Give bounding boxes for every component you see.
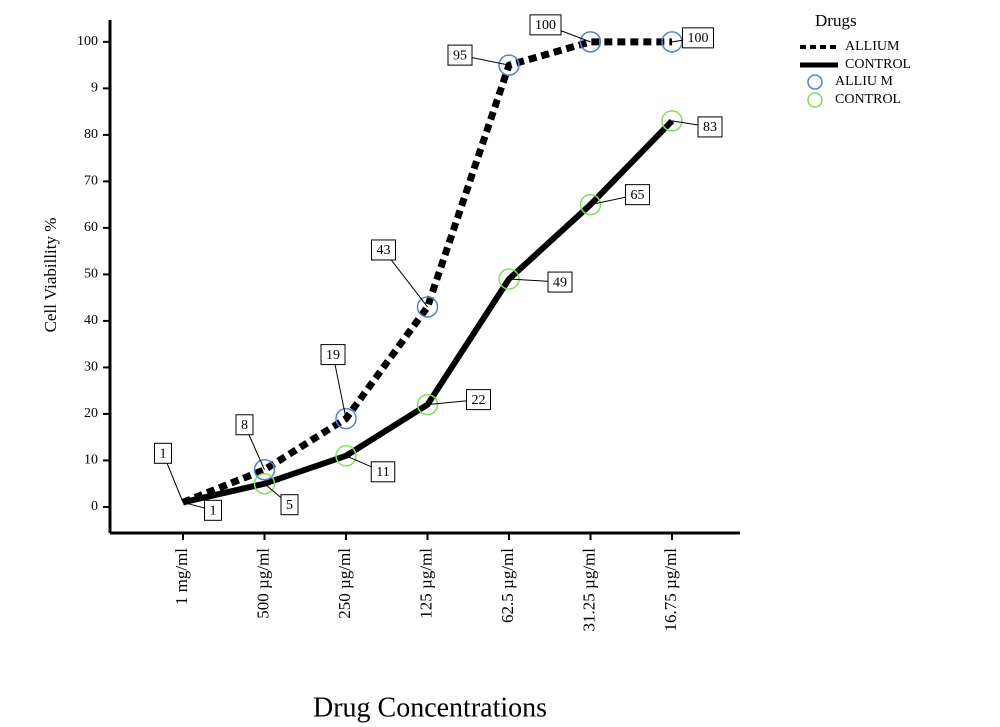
point-marker [253,472,276,495]
x-tick-label: 62.5 µg/ml [498,548,517,623]
y-tick-label: 50 [84,267,98,282]
x-tick-label: 1 mg/ml [172,548,191,605]
point-marker [579,193,602,216]
data-label-box [466,389,491,411]
data-label: 43 [377,243,391,258]
data-label-box [447,44,473,66]
data-label-box [154,442,172,464]
data-label: 49 [553,275,567,290]
y-tick-label: 60 [84,220,98,235]
data-label-box [682,27,714,49]
point-marker [335,445,357,467]
legend-label: ALLIUM [845,39,900,54]
data-label: 95 [453,48,467,63]
point-marker [661,110,683,132]
y-axis-title: Cell Viabillity % [41,218,60,333]
data-label-box [280,494,299,516]
x-tick-label: 500 µg/ml [253,548,272,619]
data-label-box [625,184,650,206]
x-tick-label: 31.25 µg/ml [579,548,598,632]
legend-marker [807,92,823,108]
y-tick-label: 20 [84,406,98,421]
x-axis-title: Drug Concentrations [313,692,547,723]
x-tick-label: 250 µg/ml [335,548,354,619]
x-tick-label: 125 µg/ml [416,548,435,619]
point-marker [498,54,520,76]
x-tick-label: 16.75 µg/ml [661,548,680,632]
y-tick-label: 0 [91,499,98,514]
y-tick-label: 70 [84,174,98,189]
data-label-box [697,116,723,138]
point-marker [416,393,439,416]
data-label: 100 [535,18,556,33]
data-label-box [371,239,396,261]
data-label-box [320,344,346,366]
data-label: 19 [326,348,340,363]
y-tick-label: 30 [84,360,98,375]
y-tick-label: 100 [77,34,98,49]
point-marker [335,407,357,430]
data-label: 100 [688,31,709,46]
legend-label: CONTROL [835,92,901,107]
y-tick-label: 40 [84,313,98,328]
data-label: 8 [241,418,248,433]
data-label: 11 [376,465,389,480]
point-marker [498,268,520,290]
data-label-box [235,414,254,436]
point-marker [579,31,602,53]
y-tick-label: 80 [84,127,98,142]
point-marker [253,458,276,481]
data-label: 22 [472,393,486,408]
data-label-box [204,499,222,521]
series-line [181,38,672,506]
data-label-box [370,461,396,483]
data-label-box [547,271,573,293]
legend-label: ALLIU M [835,74,893,89]
legend-label: CONTROL [845,57,911,72]
data-label: 5 [286,498,293,513]
y-tick-label: 9 [91,81,98,96]
data-label-box [529,14,562,36]
data-label: 1 [210,504,217,519]
point-marker [416,296,439,318]
data-label: 65 [631,188,645,203]
legend-title: Drugs [815,11,857,30]
y-tick-label: 10 [84,453,98,468]
data-label: 83 [703,120,717,135]
legend-marker [807,74,823,90]
leader-line [332,354,347,419]
data-label: 1 [160,447,167,462]
